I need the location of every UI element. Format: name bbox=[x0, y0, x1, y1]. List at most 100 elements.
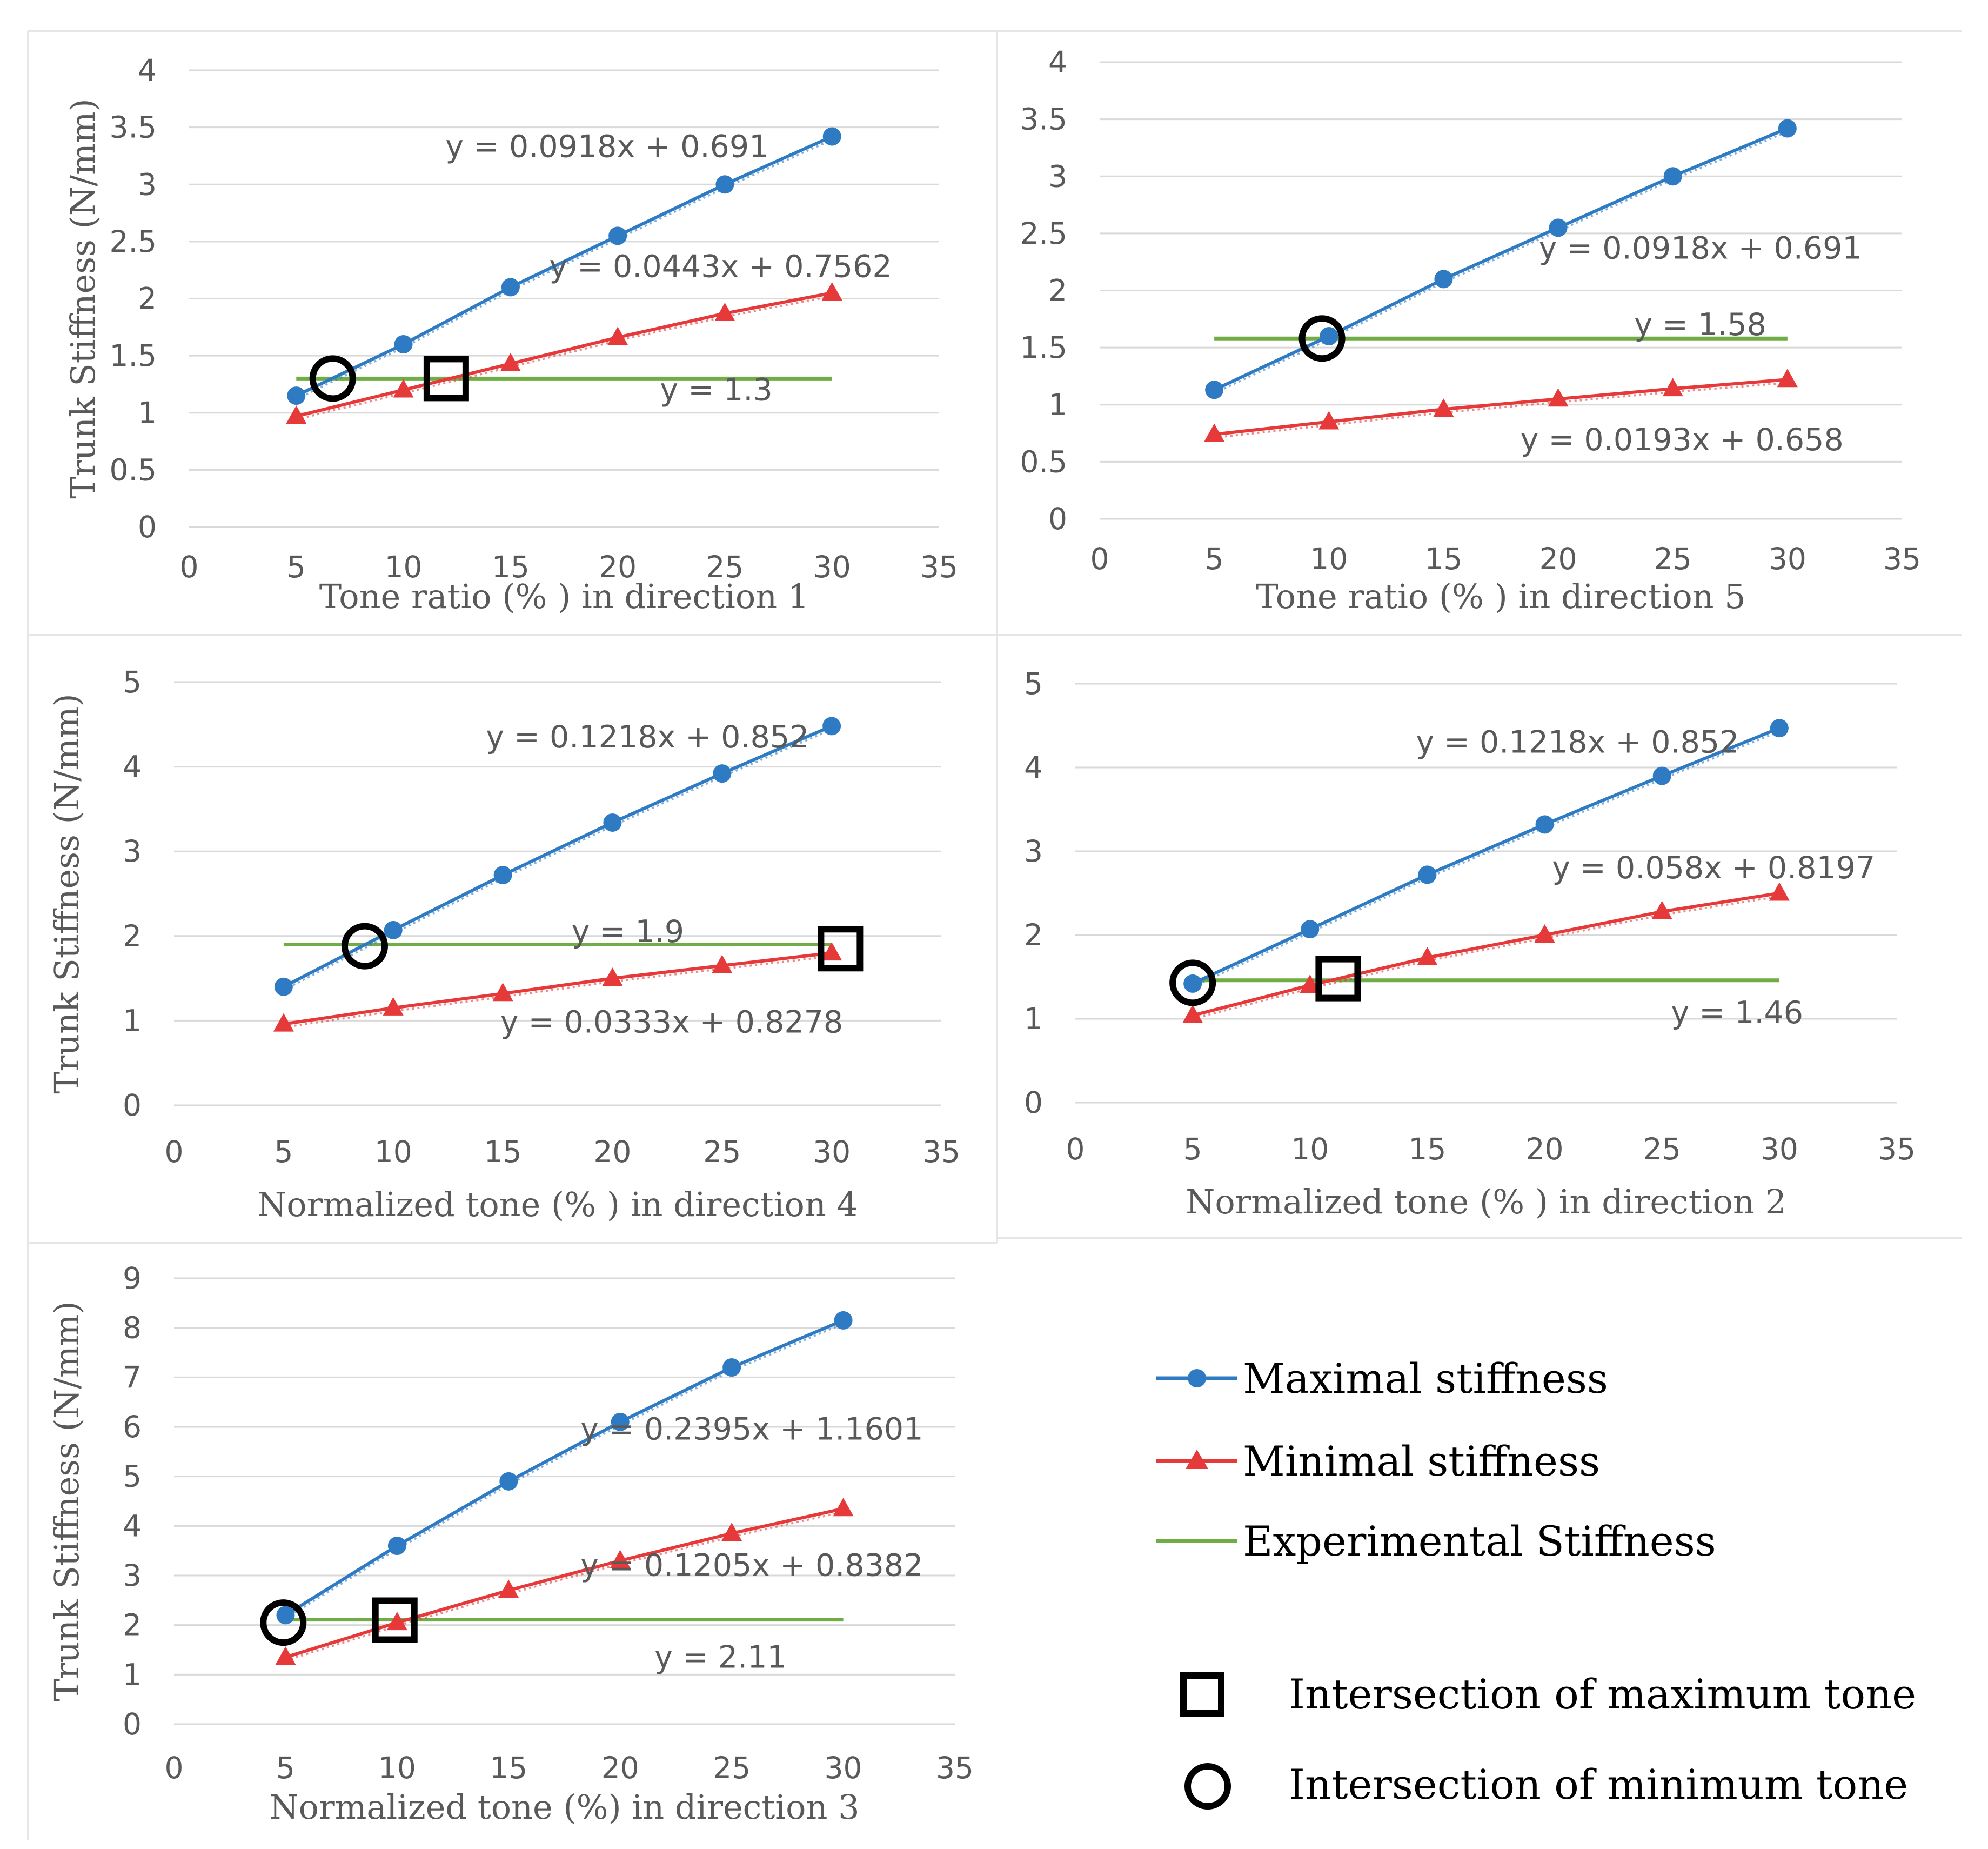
y-tick-label: 3 bbox=[1048, 159, 1067, 193]
x-tick-label: 5 bbox=[1205, 542, 1224, 576]
x-axis-title: Normalized tone (% ) in direction 4 bbox=[257, 1185, 858, 1224]
data-point-max bbox=[387, 1537, 406, 1555]
y-tick-label: 0.5 bbox=[110, 452, 157, 487]
data-point-min bbox=[275, 1646, 296, 1665]
y-tick-label: 3 bbox=[138, 167, 157, 202]
x-tick-label: 35 bbox=[1878, 1132, 1916, 1166]
data-point-min bbox=[273, 1013, 294, 1032]
data-point-min bbox=[712, 954, 733, 973]
equation-label: y = 1.46 bbox=[1671, 995, 1803, 1031]
y-tick-label: 2 bbox=[123, 919, 142, 953]
y-tick-label: 4 bbox=[123, 1508, 142, 1543]
legend-circle-label: Intersection of minimum tone bbox=[1289, 1760, 1908, 1808]
data-point-max bbox=[384, 920, 403, 939]
y-tick-label: 3 bbox=[123, 834, 142, 869]
series-line-max bbox=[284, 1319, 844, 1617]
y-tick-label: 9 bbox=[123, 1261, 142, 1296]
y-axis-title: Trunk Stiffness (N/mm) bbox=[63, 98, 103, 498]
data-point-min bbox=[821, 282, 842, 301]
x-tick-label: 10 bbox=[385, 550, 423, 584]
trendline-min bbox=[1214, 382, 1788, 439]
y-tick-label: 6 bbox=[123, 1410, 142, 1444]
y-tick-label: 5 bbox=[1024, 666, 1043, 701]
y-tick-label: 1 bbox=[1048, 388, 1067, 422]
data-point-min bbox=[1433, 398, 1454, 417]
trendline-max bbox=[296, 138, 833, 400]
x-tick-label: 5 bbox=[287, 550, 306, 584]
equation-label: y = 0.058x + 0.8197 bbox=[1552, 850, 1875, 886]
x-tick-label: 0 bbox=[1066, 1132, 1085, 1166]
y-tick-label: 3.5 bbox=[1020, 102, 1067, 137]
legend-item-min: Minimal stiffness bbox=[1156, 1437, 1600, 1485]
y-tick-label: 8 bbox=[123, 1311, 142, 1345]
y-tick-label: 2 bbox=[123, 1608, 142, 1643]
legend-max-label: Maximal stiffness bbox=[1243, 1354, 1608, 1403]
y-tick-label: 3 bbox=[1024, 834, 1043, 869]
y-tick-label: 2.5 bbox=[110, 224, 157, 259]
data-point-max bbox=[1535, 815, 1554, 834]
data-point-max bbox=[722, 1358, 741, 1377]
y-tick-label: 1.5 bbox=[1020, 330, 1067, 365]
equation-label: y = 1.58 bbox=[1634, 307, 1766, 343]
x-tick-label: 20 bbox=[1526, 1132, 1564, 1166]
data-point-min bbox=[610, 1550, 631, 1568]
data-point-min bbox=[1777, 369, 1798, 388]
data-point-max bbox=[713, 764, 732, 783]
min-tone-intersection-marker bbox=[309, 355, 356, 402]
y-tick-label: 5 bbox=[123, 1459, 142, 1494]
x-tick-label: 25 bbox=[1654, 542, 1692, 576]
y-tick-label: 5 bbox=[123, 665, 142, 699]
x-tick-label: 20 bbox=[601, 1751, 639, 1785]
legend-square-label: Intersection of maximum tone bbox=[1289, 1670, 1916, 1718]
data-point-max bbox=[715, 175, 734, 194]
equation-label: y = 0.2395x + 1.1601 bbox=[580, 1412, 923, 1447]
data-point-max bbox=[493, 866, 512, 885]
min-tone-intersection-marker bbox=[1298, 315, 1346, 362]
equation-label: y = 0.1205x + 0.8382 bbox=[580, 1548, 923, 1584]
equation-label: y = 0.1218x + 0.852 bbox=[486, 719, 809, 755]
x-tick-label: 15 bbox=[484, 1134, 522, 1169]
data-point-min bbox=[602, 967, 623, 986]
x-tick-label: 0 bbox=[180, 550, 199, 584]
x-tick-label: 10 bbox=[374, 1134, 412, 1169]
chart-d4: 0 1 2 3 4 5 0 5 10 15 20 25 30 35 Normalized tone (% )… bbox=[47, 665, 960, 1224]
legend-exp-label: Experimental Stiffness bbox=[1243, 1517, 1716, 1565]
equation-label: y = 0.0333x + 0.8278 bbox=[500, 1005, 843, 1040]
x-tick-label: 25 bbox=[706, 550, 744, 584]
data-point-max bbox=[501, 278, 520, 297]
y-tick-label: 1 bbox=[138, 396, 157, 430]
data-point-min bbox=[1204, 423, 1225, 442]
y-tick-label: 1 bbox=[1024, 1002, 1043, 1036]
equation-label: y = 1.9 bbox=[572, 914, 684, 950]
data-point-max bbox=[1418, 865, 1437, 884]
y-tick-label: 3 bbox=[123, 1558, 142, 1593]
x-tick-label: 5 bbox=[1183, 1132, 1202, 1166]
data-point-min bbox=[1318, 411, 1340, 430]
data-point-min bbox=[821, 942, 842, 961]
data-point-min bbox=[286, 405, 307, 424]
data-point-min bbox=[1534, 924, 1555, 943]
equation-label: y = 2.11 bbox=[654, 1639, 787, 1675]
y-tick-label: 0 bbox=[138, 510, 157, 544]
legend-min-label: Minimal stiffness bbox=[1243, 1437, 1600, 1485]
data-point-max bbox=[499, 1472, 518, 1491]
x-axis-title: Tone ratio (% ) in direction 1 bbox=[319, 577, 809, 616]
y-tick-label: 7 bbox=[123, 1360, 142, 1394]
data-point-max bbox=[1663, 167, 1682, 186]
equation-label: y = 0.0918x + 0.691 bbox=[445, 129, 768, 165]
min-tone-intersection-marker bbox=[1169, 959, 1216, 1006]
x-tick-label: 10 bbox=[378, 1751, 416, 1785]
y-tick-label: 2 bbox=[1024, 918, 1043, 952]
legend-square-marker bbox=[1180, 1672, 1224, 1717]
legend-item-max: Maximal stiffness bbox=[1156, 1354, 1608, 1403]
data-point-min bbox=[1417, 946, 1438, 965]
data-point-max bbox=[834, 1311, 853, 1330]
x-tick-label: 0 bbox=[165, 1134, 184, 1169]
data-point-max bbox=[1434, 270, 1453, 289]
x-tick-label: 10 bbox=[1291, 1132, 1329, 1166]
x-tick-label: 25 bbox=[703, 1134, 741, 1169]
y-tick-label: 4 bbox=[138, 53, 157, 88]
x-tick-label: 35 bbox=[936, 1751, 974, 1785]
